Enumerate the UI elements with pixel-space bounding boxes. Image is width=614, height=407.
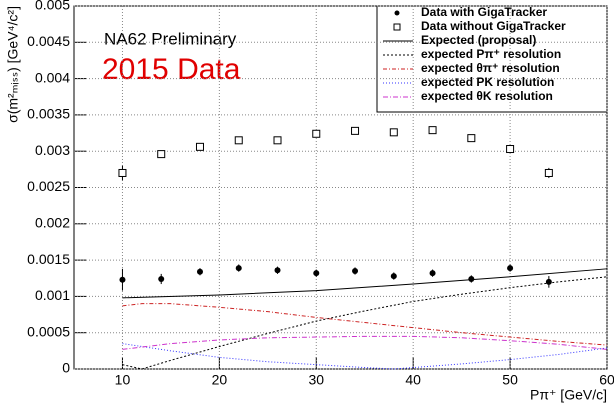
legend-marker (393, 23, 401, 31)
data-point (507, 265, 514, 272)
data-point (428, 126, 437, 135)
data-point (352, 267, 359, 274)
legend-label: expected PK resolution (421, 75, 554, 89)
legend-label: expected θK resolution (421, 89, 553, 103)
data-point (273, 136, 282, 145)
curve (122, 335, 608, 350)
data-point (545, 278, 552, 285)
y-tick-label: 0.0025 (27, 178, 70, 194)
legend-label: expected Pπ⁺ resolution (421, 47, 561, 61)
data-point (235, 265, 242, 272)
y-tick-label: 0.005 (35, 0, 70, 13)
x-axis-label: Pπ⁺ [GeV/c] (530, 387, 607, 403)
legend-label: Data with GigaTracker (421, 5, 547, 19)
data-point (312, 129, 321, 138)
data-point (467, 134, 476, 143)
x-tick-label: 40 (405, 372, 421, 388)
x-tick-label: 10 (115, 372, 131, 388)
x-tick-label: 20 (212, 372, 228, 388)
x-tick-label: 60 (599, 372, 614, 388)
y-tick-label: 0.0045 (27, 33, 70, 49)
y-tick-label: 0.001 (35, 287, 70, 303)
data-point (274, 267, 281, 274)
data-point (468, 275, 475, 282)
data-point (158, 275, 165, 282)
y-tick-label: 0.0035 (27, 106, 70, 122)
legend-label: Expected (proposal) (421, 33, 536, 47)
data-point (429, 270, 436, 277)
data-point (389, 128, 398, 137)
data-point (313, 270, 320, 277)
y-tick-label: 0.003 (35, 142, 70, 158)
y-tick-label: 0.0005 (27, 323, 70, 339)
data-point (157, 150, 166, 159)
data-point (544, 168, 553, 177)
curve (122, 268, 608, 299)
legend-box (376, 5, 608, 113)
x-tick-label: 30 (308, 372, 324, 388)
y-axis-label: σ(m²ₘᵢₛₛ) [GeV⁴/c²] (5, 6, 21, 123)
legend-label: expected θπ⁺ resolution (421, 61, 560, 75)
data-point (506, 145, 515, 154)
annotation: 2015 Data (102, 53, 241, 86)
y-tick-label: 0.002 (35, 215, 70, 231)
legend-marker (394, 10, 400, 16)
curve (122, 303, 608, 346)
y-tick-label: 0.0015 (27, 251, 70, 267)
x-tick-label: 50 (502, 372, 518, 388)
data-point (119, 276, 126, 283)
data-point (234, 136, 243, 145)
y-tick-label: 0 (62, 360, 70, 376)
data-point (351, 126, 360, 135)
curve (122, 276, 608, 370)
data-point (195, 142, 204, 151)
data-point (196, 268, 203, 275)
curve (122, 343, 608, 370)
data-point (118, 168, 127, 177)
legend-label: Data without GigaTracker (421, 19, 566, 33)
annotation: NA62 Preliminary (104, 29, 237, 48)
data-point (390, 273, 397, 280)
y-tick-label: 0.004 (35, 69, 70, 85)
